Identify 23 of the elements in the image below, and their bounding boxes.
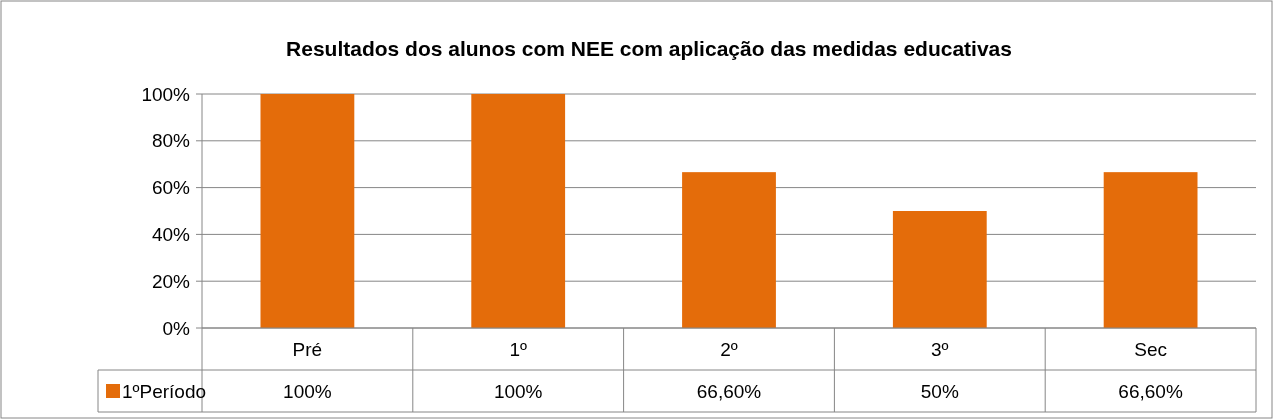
data-label: 66,60% <box>696 380 762 402</box>
y-tick-label: 20% <box>151 270 191 292</box>
y-tick-label: 60% <box>151 177 191 199</box>
data-label: 100% <box>493 380 543 402</box>
bar <box>260 94 355 328</box>
y-tick-label: 80% <box>151 130 191 152</box>
x-tick-label: 2º <box>720 338 738 360</box>
bar <box>892 211 987 328</box>
bar <box>471 94 566 328</box>
y-tick-label: 40% <box>151 224 191 246</box>
data-label: 66,60% <box>1118 380 1183 402</box>
x-tick-label: Pré <box>292 338 323 360</box>
chart-title: Resultados dos alunos com NEE com aplicação das medidas educativas <box>286 37 1012 60</box>
y-tick-label: 100% <box>141 83 191 105</box>
bar <box>1103 172 1198 328</box>
data-label: 100% <box>283 380 332 402</box>
x-tick-label: 1º <box>509 338 528 360</box>
bar <box>682 172 776 328</box>
legend-label: 1ºPeríodo <box>122 380 207 402</box>
x-tick-label: Sec <box>1134 338 1167 360</box>
y-tick-label: 0% <box>162 317 191 339</box>
data-label: 50% <box>920 380 959 402</box>
x-tick-label: 3º <box>931 338 949 360</box>
